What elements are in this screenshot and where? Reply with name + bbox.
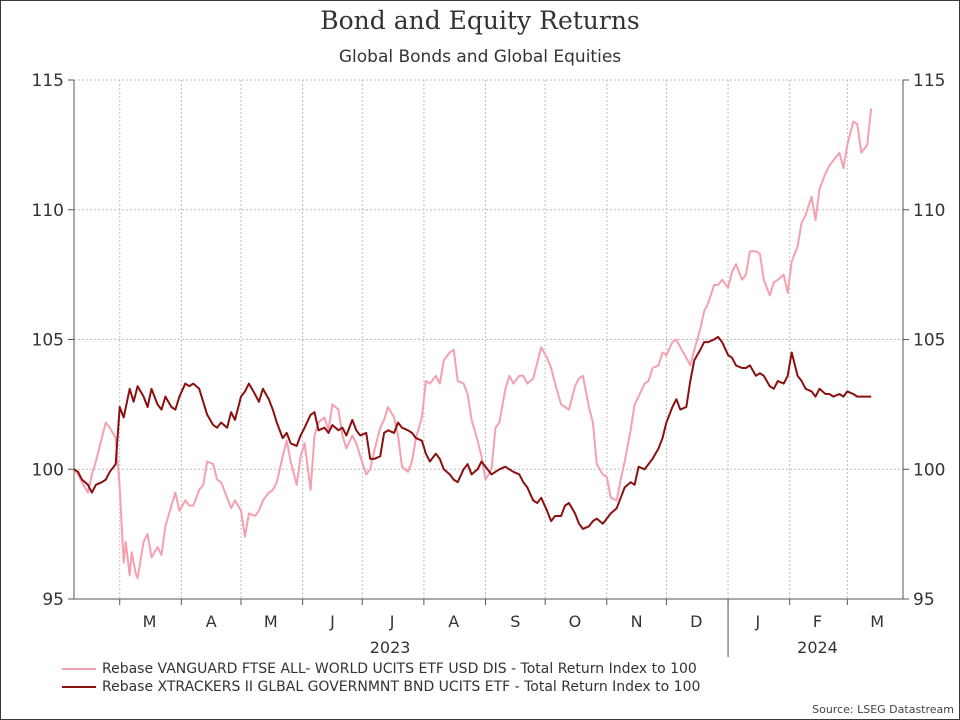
source-note: Source: LSEG Datastream	[812, 703, 954, 716]
y-tick-label-left: 105	[32, 331, 64, 351]
y-tick-label-right: 110	[913, 201, 945, 221]
x-month-label: D	[690, 612, 702, 631]
legend-label-equity: Rebase VANGUARD FTSE ALL- WORLD UCITS ET…	[102, 661, 697, 677]
legend-item-bond: Rebase XTRACKERS II GLBAL GOVERNMNT BND …	[62, 678, 700, 696]
chart-title: Bond and Equity Returns	[320, 6, 640, 35]
x-month-label: J	[329, 612, 335, 631]
x-month-label: M	[870, 612, 884, 631]
y-tick-label-right: 100	[913, 460, 945, 480]
x-month-label: N	[631, 612, 643, 631]
x-month-label: A	[448, 612, 459, 631]
series-line-bond	[73, 335, 872, 530]
y-tick-label-left: 95	[42, 590, 64, 610]
x-year-label: 2024	[797, 638, 838, 657]
y-tick-label-right: 115	[913, 71, 945, 91]
x-month-label: J	[389, 612, 395, 631]
legend-swatch-bond	[62, 686, 96, 688]
x-month-label: O	[569, 612, 582, 631]
x-month-label: J	[755, 612, 761, 631]
x-month-label: M	[143, 612, 157, 631]
legend-item-equity: Rebase VANGUARD FTSE ALL- WORLD UCITS ET…	[62, 660, 700, 678]
legend-label-bond: Rebase XTRACKERS II GLBAL GOVERNMNT BND …	[102, 679, 701, 695]
x-month-label: S	[510, 612, 520, 631]
y-tick-label-right: 95	[913, 590, 935, 610]
y-tick-label-left: 115	[32, 71, 64, 91]
legend: Rebase VANGUARD FTSE ALL- WORLD UCITS ET…	[62, 660, 700, 696]
x-year-label: 2023	[370, 638, 411, 657]
y-tick-label-left: 110	[32, 201, 64, 221]
x-month-label: F	[813, 612, 822, 631]
chart-subtitle: Global Bonds and Global Equities	[338, 47, 622, 67]
x-month-label: A	[206, 612, 217, 631]
series-line-equity	[73, 108, 873, 580]
x-month-label: M	[264, 612, 278, 631]
y-tick-label-right: 105	[913, 331, 945, 351]
legend-swatch-equity	[62, 668, 96, 670]
y-tick-label-left: 100	[32, 460, 64, 480]
